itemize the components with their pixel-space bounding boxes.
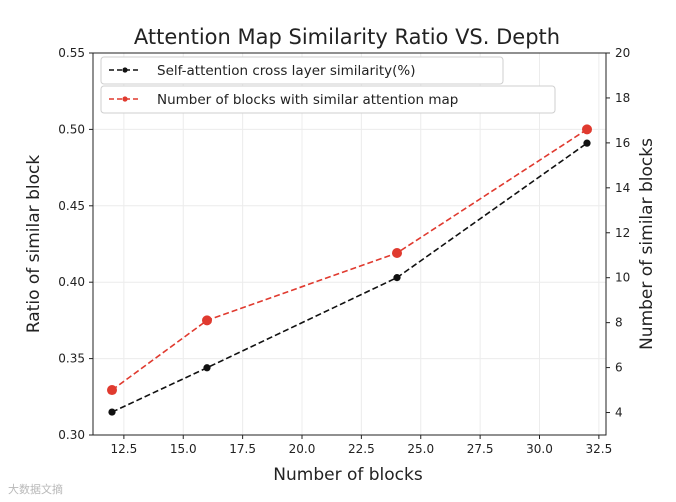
- right-y-tick-label: 20: [615, 46, 630, 60]
- tick-layer: 12.5 15.0 17.5 20.0 22.5 25.0 27.5 30.0 32.5 0.30…: [58, 46, 630, 456]
- legend-label-1: Self-attention cross layer similarity(%): [157, 63, 416, 79]
- right-y-tick-label: 4: [615, 406, 623, 420]
- plot-frame: [92, 52, 607, 436]
- x-tick-label: 17.5: [229, 442, 256, 456]
- series-point-1: [393, 274, 401, 282]
- right-y-tick-label: 6: [615, 361, 623, 375]
- x-tick-label: 20.0: [289, 442, 316, 456]
- series-point-2: [582, 124, 592, 135]
- right-y-tick-label: 14: [615, 181, 630, 195]
- series-point-1: [583, 139, 591, 147]
- series-point-1: [108, 408, 116, 416]
- series-line-1: [111, 142, 588, 413]
- series-layer: [107, 124, 592, 416]
- x-tick-label: 25.0: [407, 442, 434, 456]
- right-y-tick-label: 18: [615, 91, 630, 105]
- right-y-tick-label: 16: [615, 136, 630, 150]
- x-tick-label: 12.5: [111, 442, 138, 456]
- watermark: 大数据文摘: [8, 483, 63, 496]
- legend: Self-attention cross layer similarity(%)…: [100, 56, 556, 114]
- x-tick-label: 22.5: [348, 442, 375, 456]
- x-tick-label: 27.5: [467, 442, 494, 456]
- grid: [93, 52, 606, 436]
- x-axis-label: Number of blocks: [273, 465, 423, 485]
- x-tick-label: 15.0: [170, 442, 197, 456]
- chart-title: Attention Map Similarity Ratio VS. Depth: [134, 25, 560, 49]
- series-point-2: [202, 315, 212, 326]
- left-y-axis-label: Ratio of similar block: [24, 155, 44, 333]
- legend-label-2: Number of blocks with similar attention …: [157, 92, 458, 108]
- legend-marker-1: [122, 67, 128, 73]
- right-y-axis-label: Number of similar blocks: [637, 138, 657, 350]
- left-y-tick-label: 0.50: [58, 122, 85, 136]
- right-y-tick-label: 12: [615, 226, 630, 240]
- legend-box-2: [100, 85, 556, 114]
- series-point-2: [107, 385, 117, 396]
- left-y-tick-label: 0.55: [58, 46, 85, 60]
- x-tick-label: 32.5: [586, 442, 613, 456]
- right-y-tick-label: 8: [615, 316, 623, 330]
- series-line-2: [111, 128, 588, 391]
- left-y-tick-label: 0.40: [58, 275, 85, 289]
- series-point-2: [392, 247, 402, 258]
- right-y-tick-label: 10: [615, 271, 630, 285]
- left-y-tick-label: 0.45: [58, 199, 85, 213]
- left-y-tick-label: 0.30: [58, 428, 85, 442]
- series-point-1: [203, 364, 211, 372]
- x-tick-label: 30.0: [526, 442, 553, 456]
- left-y-tick-label: 0.35: [58, 352, 85, 366]
- legend-marker-2: [122, 96, 128, 102]
- legend-box-1: [100, 56, 504, 85]
